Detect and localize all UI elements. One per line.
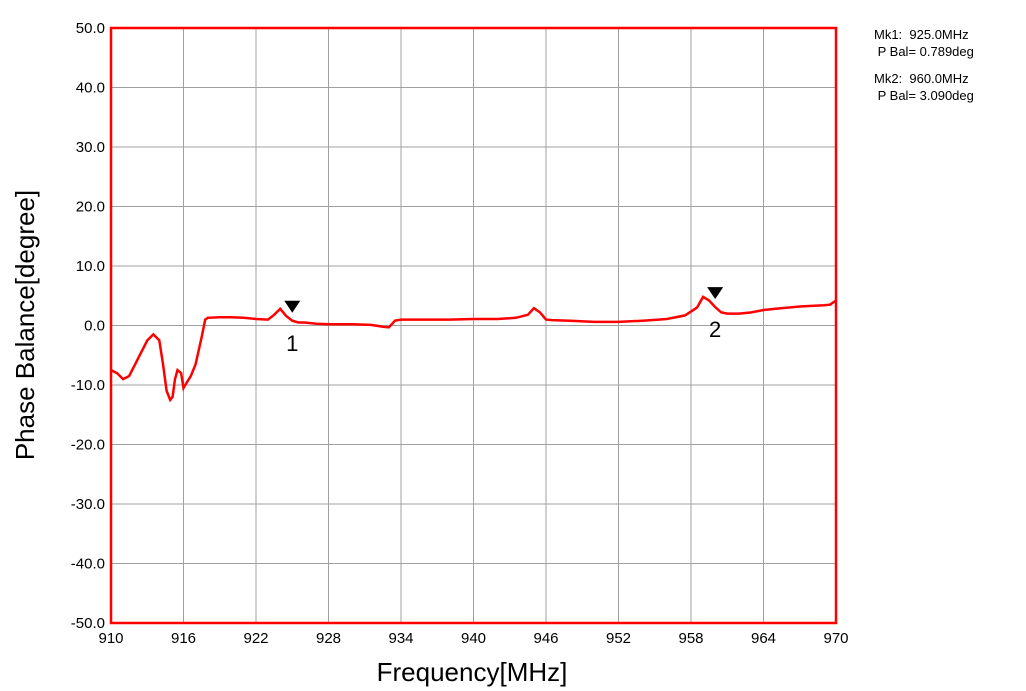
x-tick-label: 970 <box>823 630 848 647</box>
markers: 12 <box>284 287 724 356</box>
y-tick-label: -40.0 <box>71 556 105 573</box>
x-tick-label: 940 <box>461 630 486 647</box>
plot-frame <box>109 26 838 625</box>
y-tick-label: -30.0 <box>71 496 105 513</box>
marker-1-label: 1 <box>286 331 298 356</box>
x-tick-labels: 910 916 922 928 934 940 946 952 958 964 970 <box>98 630 848 647</box>
x-tick-label: 964 <box>751 630 776 647</box>
marker-2-triangle <box>707 287 724 300</box>
y-tick-label: -10.0 <box>71 377 105 394</box>
y-tick-label: 20.0 <box>76 199 105 216</box>
marker-2-readout: Mk2: 960.0MHz P Bal= 3.090deg <box>874 70 974 104</box>
x-tick-label: 952 <box>606 630 631 647</box>
y-tick-label: 50.0 <box>76 20 105 37</box>
marker-1-frequency: Mk1: 925.0MHz <box>874 27 969 42</box>
marker-2-frequency: Mk2: 960.0MHz <box>874 71 969 86</box>
phase-balance-line <box>110 295 837 403</box>
y-tick-label: 10.0 <box>76 258 105 275</box>
y-tick-labels: 50.0 40.0 30.0 20.0 10.0 0.0 -10.0 -20.0 -30.0 -4… <box>71 20 105 632</box>
x-tick-label: 910 <box>98 630 123 647</box>
y-tick-label: -20.0 <box>71 437 105 454</box>
y-axis-label: Phase Balance[degree] <box>10 190 40 460</box>
marker-1-readout: Mk1: 925.0MHz P Bal= 0.789deg <box>874 26 974 60</box>
x-tick-label: 916 <box>171 630 196 647</box>
y-tick-label: 0.0 <box>84 318 105 335</box>
x-axis-label: Frequency[MHz] <box>377 657 568 687</box>
y-tick-label: 30.0 <box>76 139 105 156</box>
x-tick-label: 928 <box>316 630 341 647</box>
x-tick-label: 958 <box>678 630 703 647</box>
y-tick-label: 40.0 <box>76 80 105 97</box>
marker-1-phase-balance: P Bal= 0.789deg <box>874 44 974 59</box>
x-tick-label: 934 <box>388 630 413 647</box>
grid-lines <box>110 27 837 624</box>
x-tick-label: 922 <box>243 630 268 647</box>
marker-2-phase-balance: P Bal= 3.090deg <box>874 88 974 103</box>
marker-1-triangle <box>284 300 301 313</box>
y-tick-label: -50.0 <box>71 615 105 632</box>
x-tick-label: 946 <box>533 630 558 647</box>
marker-2-label: 2 <box>709 317 721 342</box>
